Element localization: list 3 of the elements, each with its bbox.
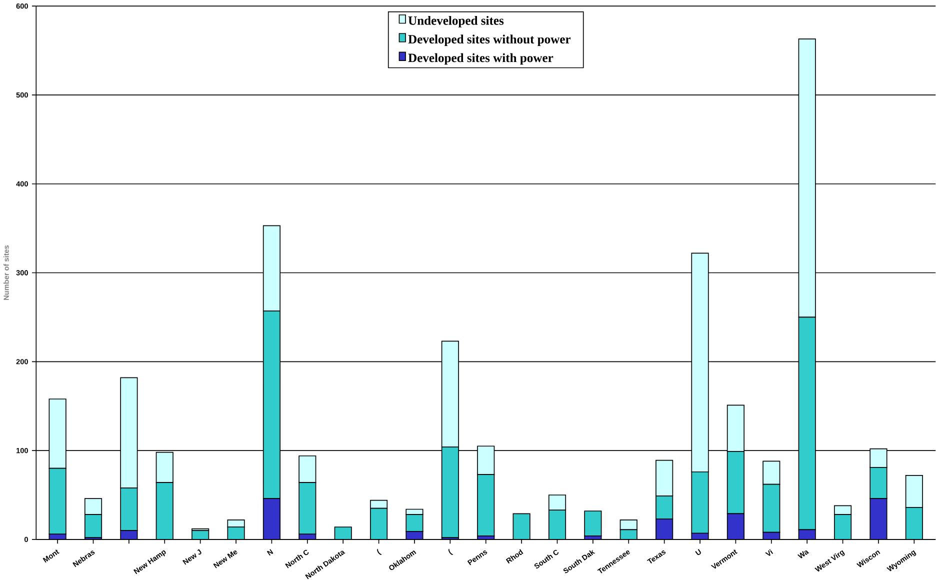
legend-label: Developed sites without power: [408, 34, 571, 46]
legend-label: Undeveloped sites: [408, 16, 504, 28]
legend-label: Developed sites with power: [408, 53, 554, 64]
